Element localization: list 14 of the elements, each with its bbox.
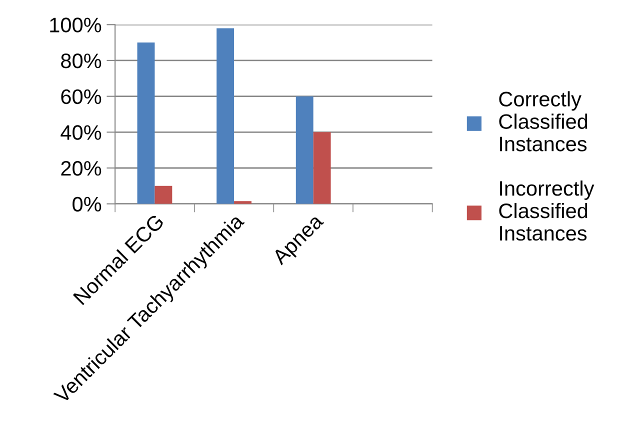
y-tick-label: 0%: [72, 196, 102, 212]
bar: [137, 42, 155, 204]
y-tick-label: 100%: [50, 18, 102, 32]
bar: [234, 201, 252, 204]
y-tick-label: 60%: [61, 89, 102, 104]
y-tick-label: 20%: [61, 161, 102, 176]
bar: [296, 96, 314, 204]
y-tick-label: 40%: [60, 125, 102, 140]
legend-label: Incorrectly Classified Instances: [499, 180, 594, 241]
legend-label: Correctly Classified Instances: [499, 91, 588, 152]
bar: [154, 186, 172, 204]
bar: [313, 132, 331, 204]
y-tick-label: 80%: [61, 53, 102, 68]
bar: [216, 28, 234, 204]
